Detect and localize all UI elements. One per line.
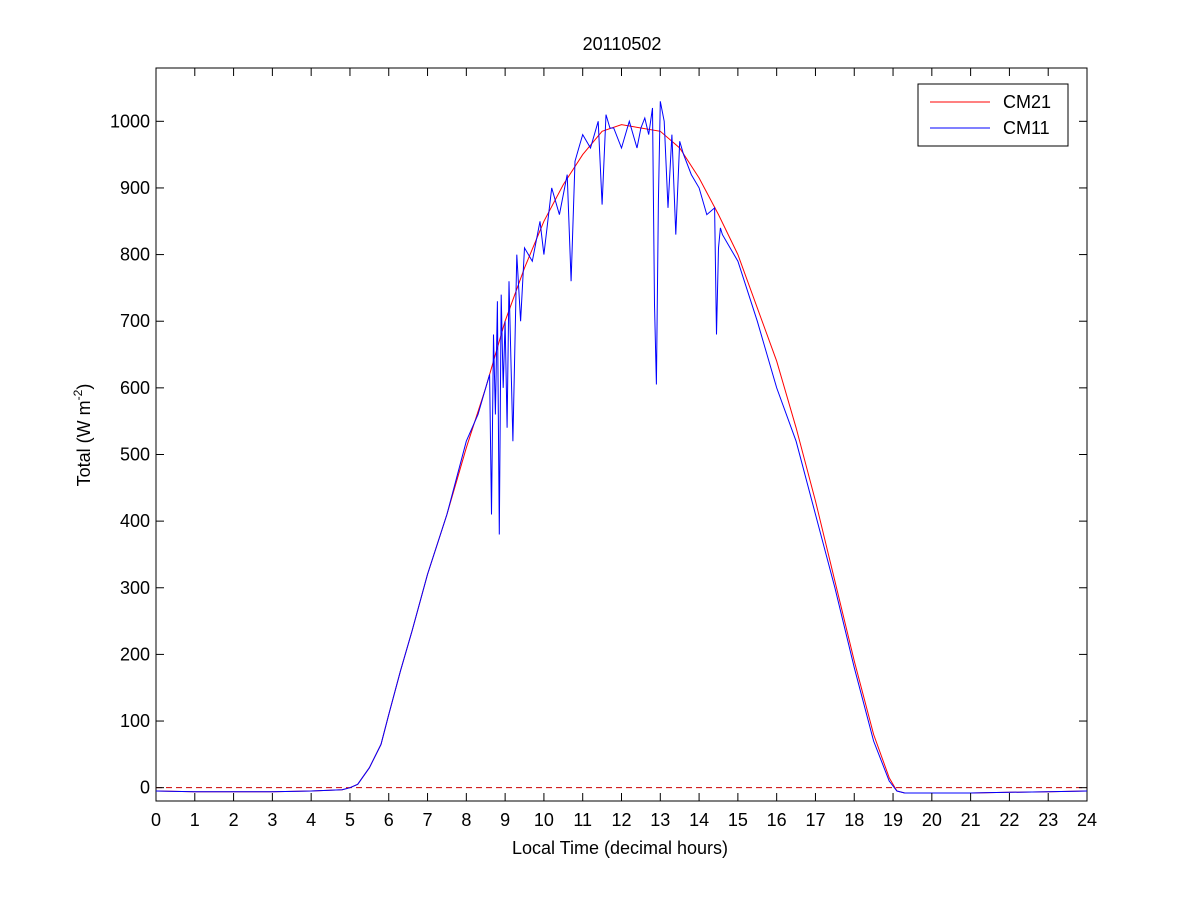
y-axis-label-superscript: -2	[71, 389, 85, 400]
x-tick-label: 15	[728, 810, 748, 830]
x-tick-label: 0	[151, 810, 161, 830]
x-tick-label: 2	[229, 810, 239, 830]
x-axis-label: Local Time (decimal hours)	[512, 838, 728, 858]
y-axis-label-main: Total (W m	[74, 400, 94, 486]
x-tick-label: 20	[922, 810, 942, 830]
y-ticks: 0 100 200 300 400 500 600 700 800 900 1000	[110, 111, 1087, 798]
y-tick-label: 200	[120, 644, 150, 664]
x-tick-label: 12	[611, 810, 631, 830]
series-group	[155, 101, 1088, 794]
x-tick-label: 6	[384, 810, 394, 830]
legend: CM21 CM11	[917, 83, 1069, 147]
x-tick-label: 4	[306, 810, 316, 830]
x-ticks: 0 1 2 3 4 5 6 7 8 9 10 11 12 13 14 15 16 17 18 19 20 21 22 23 24	[151, 68, 1097, 830]
x-tick-label: 5	[345, 810, 355, 830]
x-tick-label: 17	[805, 810, 825, 830]
x-tick-label: 11	[573, 810, 592, 830]
y-tick-label: 700	[120, 311, 150, 331]
x-tick-label: 1	[190, 810, 200, 830]
x-tick-label: 18	[844, 810, 864, 830]
series-line-cm11	[155, 101, 1088, 794]
x-tick-label: 9	[500, 810, 510, 830]
x-tick-label: 16	[767, 810, 787, 830]
y-tick-label: 900	[120, 178, 150, 198]
x-tick-label: 21	[961, 810, 981, 830]
y-tick-label: 500	[120, 444, 150, 464]
y-tick-label: 300	[120, 578, 150, 598]
y-axis-label: Total (W m-2)	[71, 384, 94, 487]
x-tick-label: 22	[999, 810, 1019, 830]
y-tick-label: 400	[120, 511, 150, 531]
axes-box	[155, 67, 1088, 802]
x-tick-label: 13	[650, 810, 670, 830]
y-tick-label: 600	[120, 378, 150, 398]
x-tick-label: 19	[883, 810, 903, 830]
x-tick-label: 23	[1038, 810, 1058, 830]
y-tick-label: 1000	[110, 111, 150, 131]
chart-title: 20110502	[583, 34, 662, 54]
x-tick-label: 7	[423, 810, 433, 830]
x-tick-label: 24	[1077, 810, 1097, 830]
x-tick-label: 8	[461, 810, 471, 830]
legend-box	[917, 83, 1069, 147]
y-tick-label: 100	[120, 711, 150, 731]
y-tick-label: 0	[140, 778, 150, 798]
legend-label-cm21: CM21	[1003, 92, 1051, 112]
y-axis-label-close: )	[74, 384, 94, 390]
plot-area: 0 1 2 3 4 5 6 7 8 9 10 11 12 13 14 15 16 17 18 19 20 21 22 23 24…	[110, 67, 1097, 830]
x-tick-label: 10	[534, 810, 554, 830]
x-tick-label: 3	[267, 810, 277, 830]
x-tick-label: 14	[689, 810, 709, 830]
legend-label-cm11: CM11	[1003, 118, 1050, 138]
y-tick-label: 800	[120, 245, 150, 265]
